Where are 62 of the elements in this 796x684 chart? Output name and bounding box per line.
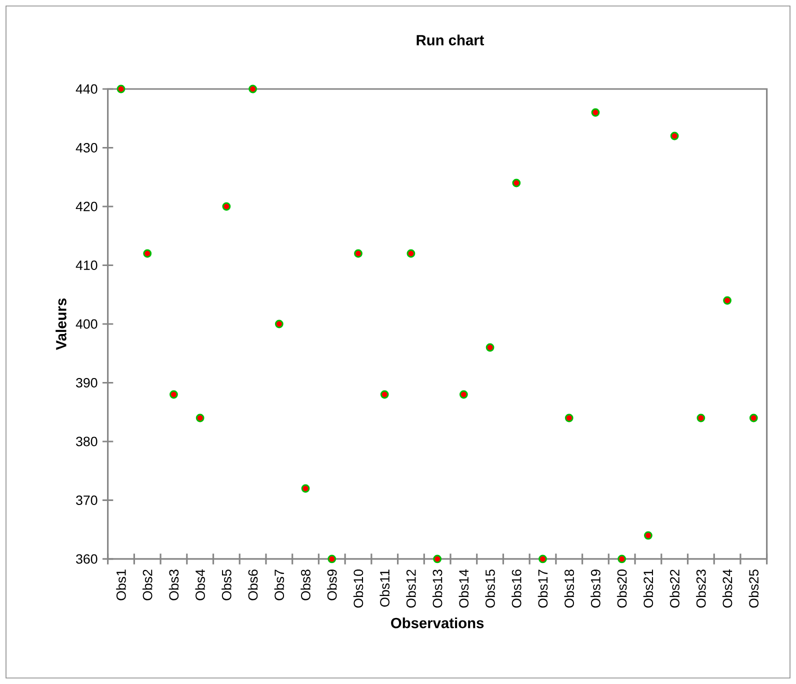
point xyxy=(116,84,126,94)
point xyxy=(564,414,574,422)
point xyxy=(328,554,336,564)
point xyxy=(723,296,732,305)
x-tick-label: Obs15 xyxy=(485,570,495,608)
x-tick-label: Obs6 xyxy=(248,570,258,600)
point xyxy=(196,414,204,422)
x-tick-label: Obs11 xyxy=(380,570,390,607)
point xyxy=(670,132,679,140)
x-tick-label: Obs16 xyxy=(512,570,522,608)
x-tick-label: Obs17 xyxy=(538,570,548,608)
x-tick-label: Obs7 xyxy=(274,570,284,600)
y-tick-label: 410 xyxy=(76,260,98,270)
point xyxy=(222,202,231,211)
x-tick-label: Obs20 xyxy=(616,570,627,608)
x-tick-label: Obs18 xyxy=(564,570,574,608)
point xyxy=(749,414,758,422)
point xyxy=(354,249,362,258)
point xyxy=(406,249,416,258)
point xyxy=(248,84,258,94)
x-tick-label: Obs19 xyxy=(590,570,600,608)
y-tick-label: 440 xyxy=(76,84,98,94)
x-tick-label: Obs10 xyxy=(353,570,364,608)
point xyxy=(538,554,547,564)
y-tick-label: 380 xyxy=(76,436,98,446)
x-tick-label: Obs9 xyxy=(326,570,337,600)
x-axis-title: Observations xyxy=(391,617,484,628)
x-tick-label: Obs21 xyxy=(643,570,654,608)
point xyxy=(170,390,178,399)
point xyxy=(459,390,468,399)
chart-title: Run chart xyxy=(416,34,484,46)
y-tick-label: 360 xyxy=(76,554,98,564)
y-tick-label: 390 xyxy=(76,378,98,388)
point xyxy=(696,414,706,422)
y-tick-label: 420 xyxy=(76,202,98,212)
y-tick-label: 370 xyxy=(76,496,98,505)
y-tick-label: 430 xyxy=(76,143,98,152)
x-tick-label: Obs24 xyxy=(722,569,732,608)
x-tick-label: Obs1 xyxy=(116,570,126,600)
point xyxy=(143,249,152,258)
x-tick-label: Obs5 xyxy=(222,570,232,600)
point xyxy=(512,178,521,188)
point xyxy=(380,390,389,399)
x-tick-label: Obs22 xyxy=(670,570,680,608)
point xyxy=(433,554,442,564)
point xyxy=(301,484,310,493)
x-tick-label: Obs4 xyxy=(195,569,205,600)
x-tick-label: Obs25 xyxy=(748,570,759,608)
x-tick-label: Obs23 xyxy=(696,570,706,608)
x-tick-label: Obs12 xyxy=(406,570,416,608)
point xyxy=(591,108,600,117)
x-tick-label: Obs14 xyxy=(458,569,469,608)
x-tick-label: Obs2 xyxy=(142,570,152,600)
point xyxy=(644,531,652,540)
point xyxy=(618,554,626,564)
x-tick-label: Obs8 xyxy=(300,570,310,600)
y-tick-label: 400 xyxy=(76,319,98,329)
x-tick-label: Obs3 xyxy=(168,570,179,600)
x-tick-label: Obs13 xyxy=(432,570,442,608)
point xyxy=(274,320,284,328)
y-axis-title: Valeurs xyxy=(56,298,66,350)
point xyxy=(486,343,494,352)
